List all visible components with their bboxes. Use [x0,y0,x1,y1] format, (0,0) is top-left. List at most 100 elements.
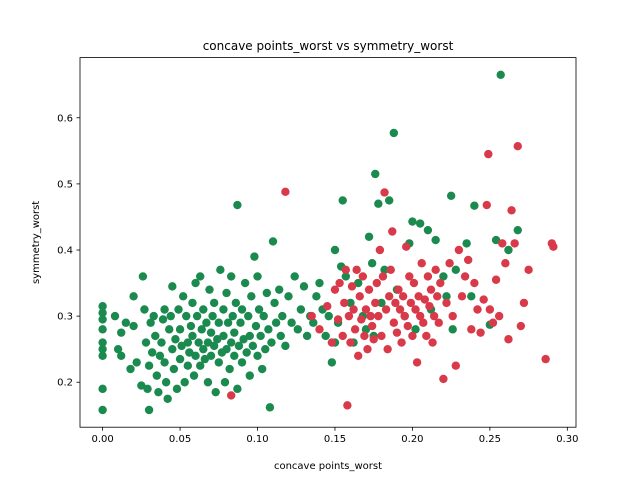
data-point-series-1-75 [445,259,454,268]
data-point-series-0-48 [177,341,186,351]
data-point-series-0-145 [327,358,337,367]
data-point-series-1-60 [417,259,426,268]
data-point-series-0-96 [231,298,241,308]
data-point-series-1-46 [395,305,405,314]
data-point-series-0-24 [144,361,154,370]
data-point-series-0-67 [199,305,208,314]
data-point-series-1-31 [372,278,381,288]
data-point-series-0-124 [268,237,278,246]
data-point-series-0-61 [192,311,202,321]
data-point-series-0-41 [168,282,177,291]
data-point-series-0-169 [408,217,417,226]
data-point-series-0-140 [312,292,321,301]
data-point-series-0-28 [151,331,160,341]
data-point-series-1-23 [360,331,369,341]
data-point-series-1-30 [371,298,380,308]
data-point-series-0-59 [191,278,200,288]
data-point-series-1-80 [460,272,470,281]
data-point-series-1-61 [419,318,428,327]
data-point-series-1-12 [343,401,352,410]
data-point-series-0-84 [219,305,228,314]
data-point-series-1-94 [501,259,510,268]
data-point-series-1-27 [366,311,375,321]
data-point-series-1-2 [307,311,316,321]
data-point-series-0-11 [117,351,126,360]
data-point-series-1-14 [346,338,355,347]
data-point-series-1-48 [398,292,408,301]
data-point-series-0-107 [245,331,254,341]
data-point-series-0-33 [158,315,168,324]
data-point-series-0-178 [448,325,457,334]
data-point-series-0-49 [178,292,188,301]
data-point-series-0-165 [389,128,399,138]
data-point-series-1-99 [516,321,526,331]
data-point-series-0-179 [451,265,460,275]
data-point-series-0-6 [98,351,107,360]
data-point-series-0-77 [209,298,219,308]
data-point-series-1-36 [380,188,389,197]
data-point-series-0-22 [143,384,152,394]
data-point-series-1-53 [406,298,416,308]
data-point-series-0-76 [209,341,219,351]
x-tick-label: 0.25 [479,434,501,445]
data-point-series-0-14 [126,364,135,374]
data-point-series-1-78 [454,245,464,255]
data-point-series-1-26 [364,285,374,294]
data-point-series-0-161 [374,199,383,208]
data-point-series-1-52 [405,272,414,281]
data-point-series-0-186 [504,245,513,255]
data-point-series-1-38 [383,344,392,354]
data-point-series-0-132 [287,318,296,327]
data-point-series-0-60 [191,351,200,360]
data-point-series-0-20 [140,305,149,314]
data-point-series-0-55 [186,321,196,331]
data-point-series-0-82 [216,265,225,275]
data-point-series-0-137 [302,331,312,341]
data-point-series-0-80 [214,358,223,367]
data-point-series-1-66 [426,285,436,294]
data-point-series-1-24 [361,305,371,314]
data-point-series-0-160 [371,169,380,179]
data-point-series-1-104 [549,242,558,251]
data-point-series-1-63 [422,331,431,341]
data-point-series-1-22 [358,272,368,281]
data-point-series-1-58 [414,292,423,301]
data-point-series-1-6 [330,285,340,294]
data-point-series-1-56 [411,305,420,314]
data-point-series-1-49 [400,311,409,321]
data-point-series-0-32 [157,338,166,347]
data-point-series-0-65 [197,325,206,334]
x-tick-label: 0.00 [91,434,113,445]
data-point-series-0-74 [206,351,216,360]
data-point-series-0-73 [206,328,216,337]
data-point-series-1-68 [429,311,439,321]
data-point-series-1-37 [381,305,391,314]
data-point-series-1-102 [541,354,550,364]
y-tick-label: 0.2 [57,378,73,389]
y-tick-label: 0.6 [57,113,73,124]
data-point-series-0-50 [180,378,189,387]
data-point-series-1-57 [412,358,422,367]
data-point-series-0-133 [290,272,299,281]
data-point-series-1-33 [375,245,385,255]
data-point-series-0-71 [203,378,213,387]
data-point-series-0-91 [226,338,236,347]
data-point-series-1-67 [428,338,437,347]
data-point-series-0-135 [296,305,306,314]
data-point-series-0-118 [259,311,268,321]
data-point-series-0-174 [431,235,440,245]
data-point-series-0-42 [169,364,179,374]
data-point-series-0-128 [276,331,285,341]
data-point-series-0-44 [172,384,182,394]
data-point-series-0-40 [168,344,177,354]
data-point-series-0-9 [110,311,120,321]
data-point-series-0-38 [165,325,174,334]
data-point-series-0-87 [222,288,231,298]
y-axis: 0.2 0.3 0.4 0.5 0.6 [57,113,80,389]
data-point-series-0-171 [415,219,425,228]
data-point-series-0-81 [214,318,223,327]
data-point-series-1-44 [392,328,402,337]
data-point-series-0-36 [161,378,171,387]
data-point-series-1-79 [457,292,467,301]
